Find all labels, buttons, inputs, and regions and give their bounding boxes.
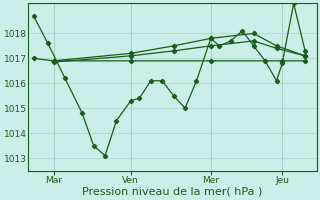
X-axis label: Pression niveau de la mer( hPa ): Pression niveau de la mer( hPa ) (82, 187, 262, 197)
